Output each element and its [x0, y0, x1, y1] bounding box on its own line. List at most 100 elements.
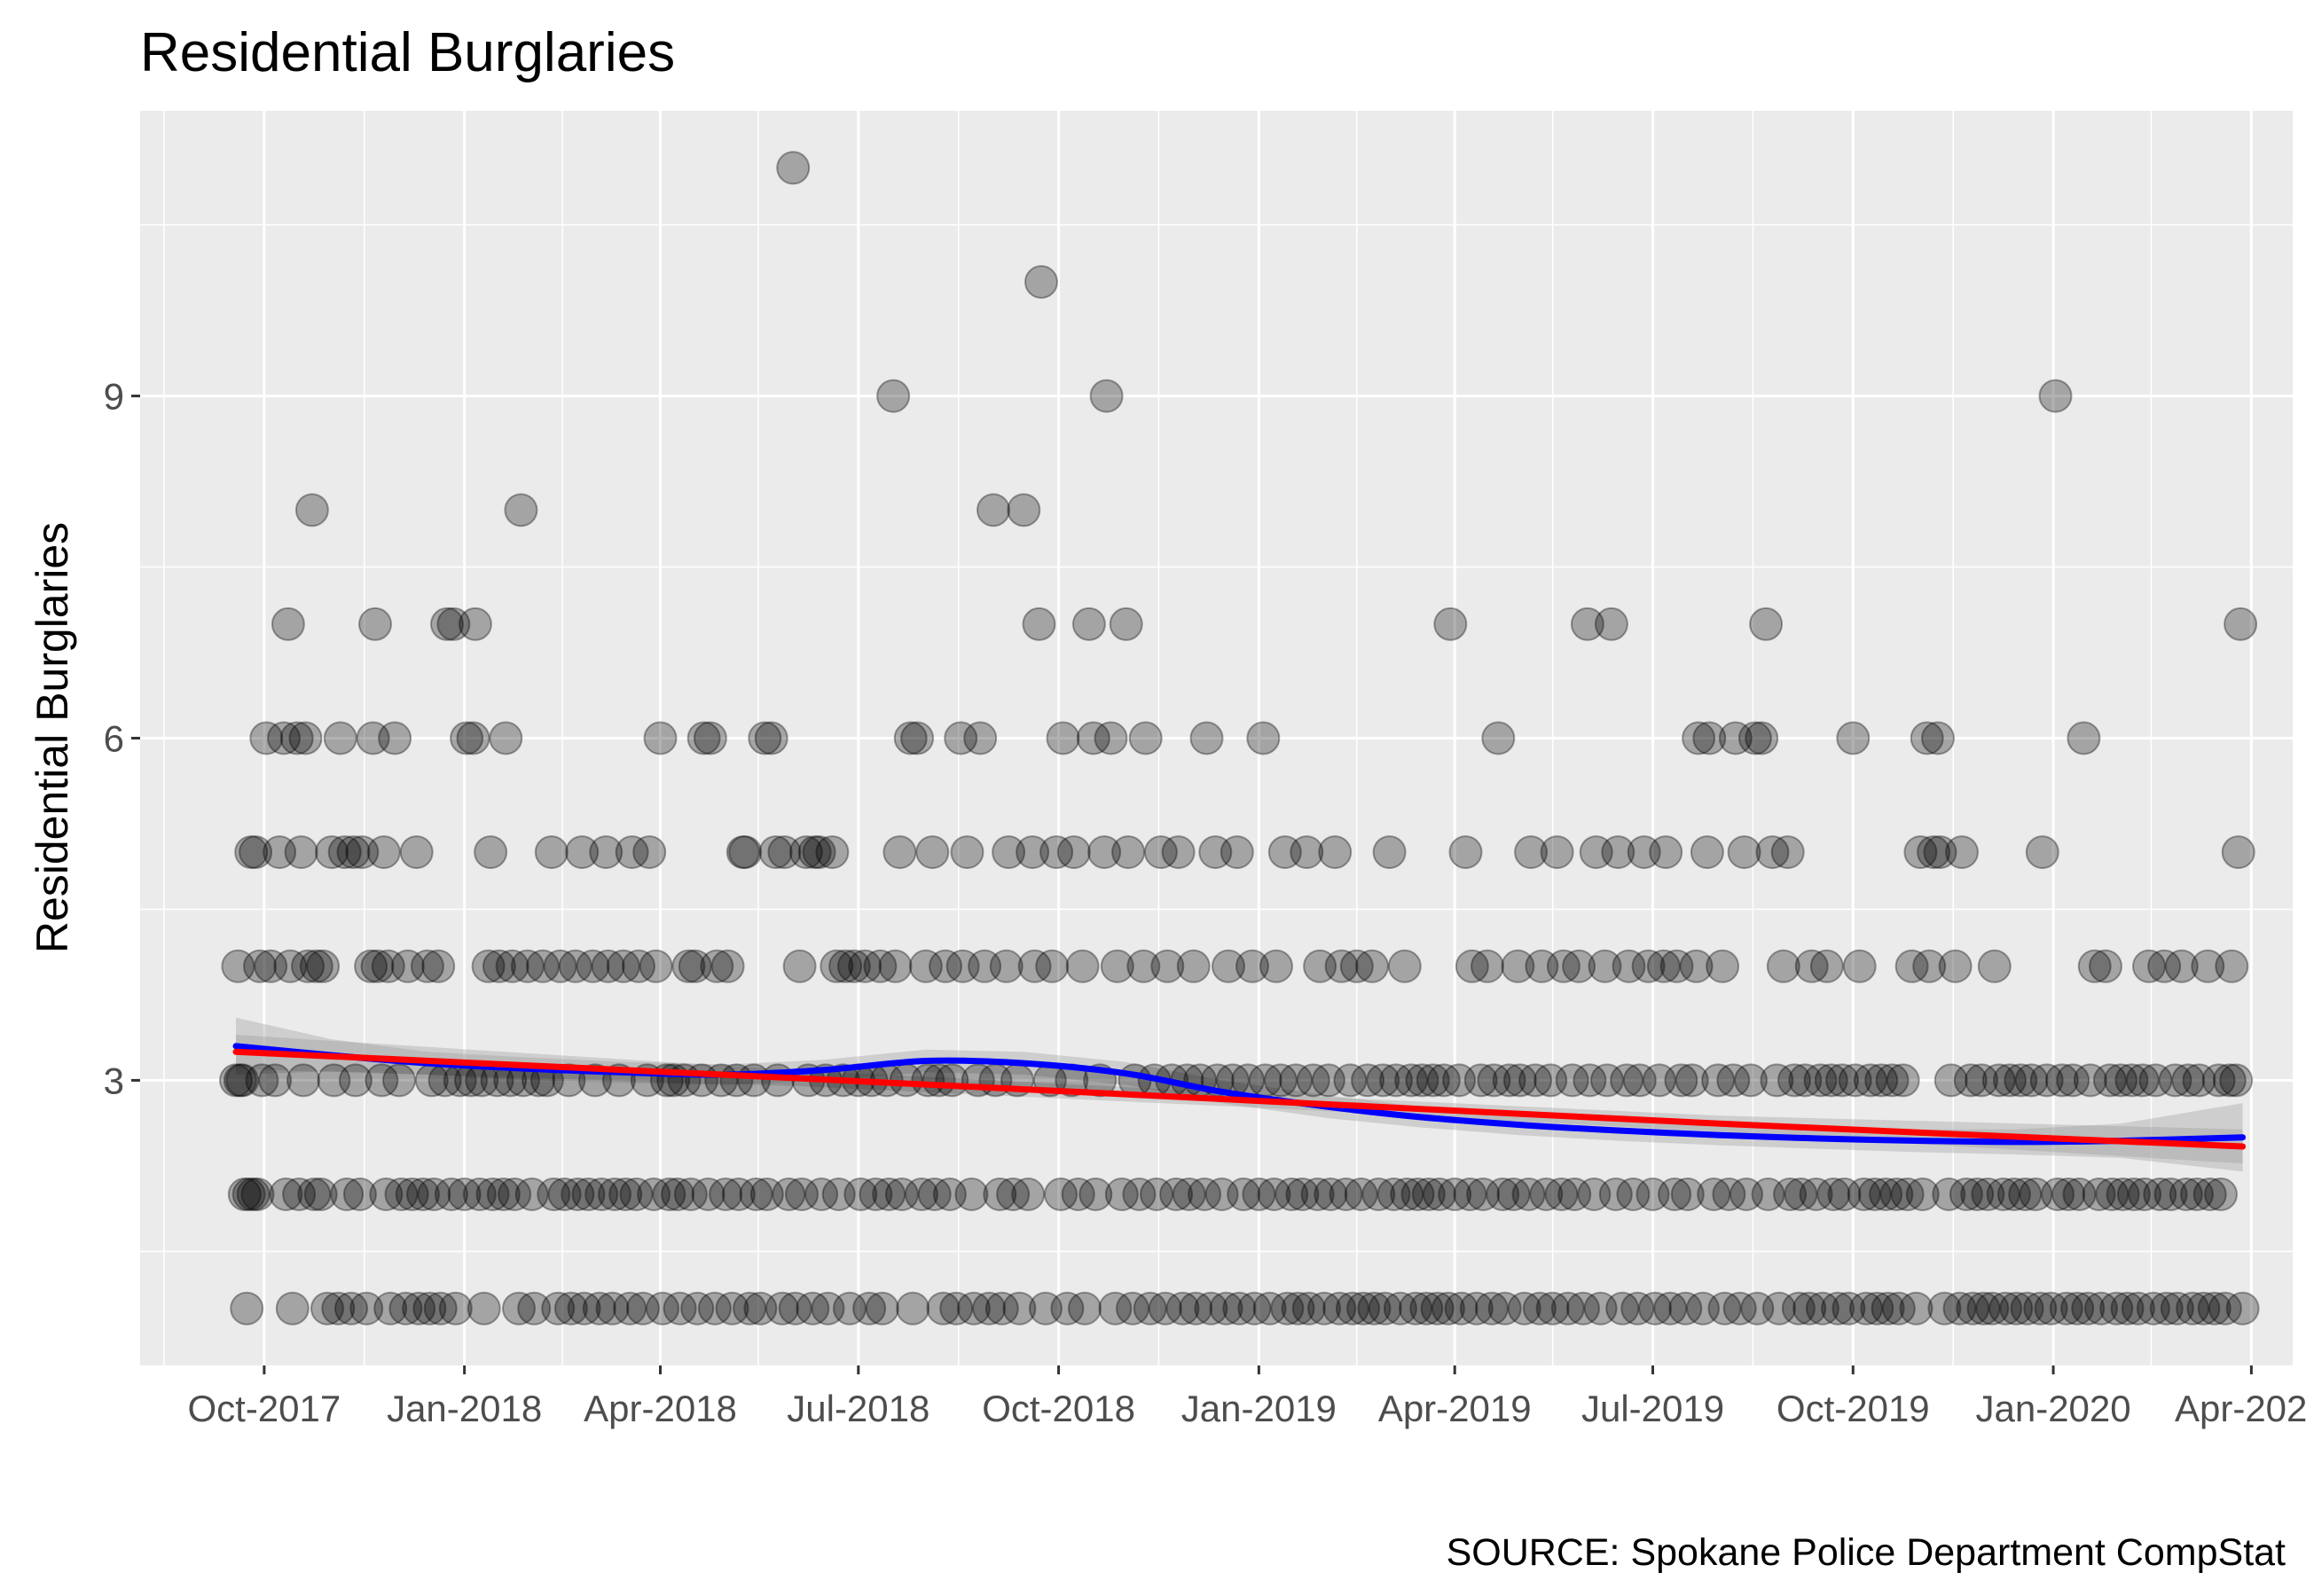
data-point: [1016, 835, 1050, 870]
data-point: [1355, 949, 1389, 983]
data-point: [1668, 1291, 1703, 1326]
data-point: [1522, 1291, 1557, 1326]
data-point: [1999, 1291, 2034, 1326]
data-point: [558, 949, 592, 983]
data-point: [1642, 1063, 1676, 1098]
data-point: [1194, 1291, 1228, 1326]
data-point: [2208, 1291, 2242, 1326]
data-point: [234, 835, 269, 870]
data-point: [482, 949, 516, 983]
data-point: [541, 1291, 576, 1326]
data-point: [323, 721, 357, 755]
data-point: [1409, 1291, 1444, 1326]
data-point: [1770, 835, 1805, 870]
data-point: [1579, 835, 1613, 870]
data-point: [1281, 1291, 1315, 1326]
data-point: [243, 949, 277, 983]
data-point: [1502, 1063, 1537, 1098]
data-point: [1357, 1291, 1392, 1326]
data-point: [1803, 1063, 1838, 1098]
data-point: [2049, 1291, 2083, 1326]
data-point: [1518, 1063, 1552, 1098]
x-tick-label: Oct-2019: [1777, 1388, 1930, 1429]
data-point: [2019, 1177, 2053, 1211]
data-point: [1566, 1291, 1600, 1326]
data-point: [693, 721, 727, 755]
data-point: [2084, 1291, 2118, 1326]
data-point: [802, 835, 836, 870]
data-point: [1827, 1177, 1862, 1211]
data-point: [778, 1291, 812, 1326]
data-point: [1507, 1291, 1541, 1326]
data-point: [1960, 1177, 1995, 1211]
data-point: [1622, 1063, 1657, 1098]
data-point: [1344, 1177, 1378, 1211]
data-point: [1087, 835, 1122, 870]
data-point: [1377, 1177, 1411, 1211]
data-point: [833, 1291, 867, 1326]
data-point: [876, 379, 911, 413]
data-point: [2164, 949, 2199, 983]
data-point: [2121, 1291, 2155, 1326]
data-point: [1860, 1291, 1894, 1326]
data-point: [1078, 1177, 1113, 1211]
data-point: [1927, 1291, 1962, 1326]
data-point: [2136, 1291, 2170, 1326]
data-point: [1910, 721, 1944, 755]
data-point: [678, 949, 712, 983]
data-point: [1314, 1177, 1348, 1211]
data-point: [1237, 1291, 1272, 1326]
data-point: [2110, 1291, 2145, 1326]
data-point: [2014, 1063, 2049, 1098]
data-point: [1448, 835, 1483, 870]
data-point: [2212, 1063, 2247, 1098]
data-point: [1601, 835, 1635, 870]
data-point: [1076, 721, 1110, 755]
data-point: [1620, 1291, 1655, 1326]
data-point: [447, 1177, 482, 1211]
data-point: [1540, 835, 1574, 870]
data-point: [2104, 1063, 2138, 1098]
data-point: [1333, 1063, 1368, 1098]
data-point: [1235, 949, 1269, 983]
data-point: [2082, 1177, 2116, 1211]
data-point: [345, 835, 380, 870]
data-point: [905, 1177, 938, 1211]
data-point: [373, 1291, 408, 1326]
data-point: [1555, 1063, 1589, 1098]
data-point: [286, 1063, 320, 1098]
data-point: [294, 493, 329, 528]
data-point: [1351, 1063, 1385, 1098]
data-point: [836, 949, 871, 983]
data-point: [2089, 949, 2122, 983]
data-point: [2182, 1063, 2216, 1098]
data-point: [843, 1177, 878, 1211]
data-point: [1176, 949, 1211, 983]
data-point: [2153, 1177, 2188, 1211]
data-point: [1198, 835, 1233, 870]
data-point: [2116, 1177, 2151, 1211]
data-point: [366, 835, 401, 870]
data-point: [1933, 1063, 1968, 1098]
data-point: [356, 721, 390, 755]
data-point: [2147, 949, 2182, 983]
data-point: [1945, 835, 1979, 870]
data-point: [1111, 835, 1146, 870]
data-point: [1546, 949, 1580, 983]
data-point: [2197, 1291, 2231, 1326]
data-point: [598, 1177, 631, 1211]
data-point: [1557, 1177, 1592, 1211]
data-point: [434, 1177, 468, 1211]
data-point: [1242, 1177, 1276, 1211]
data-point: [1423, 1177, 1456, 1211]
x-tick-label: Apr-2019: [1378, 1388, 1532, 1429]
data-point: [1259, 949, 1293, 983]
data-point: [576, 949, 610, 983]
data-point: [474, 835, 508, 870]
data-point: [1821, 1291, 1855, 1326]
data-point: [321, 1291, 356, 1326]
data-point: [1881, 1291, 1916, 1326]
data-point: [399, 835, 434, 870]
data-point: [2176, 1291, 2210, 1326]
x-tick-label: Oct-2017: [187, 1388, 341, 1429]
